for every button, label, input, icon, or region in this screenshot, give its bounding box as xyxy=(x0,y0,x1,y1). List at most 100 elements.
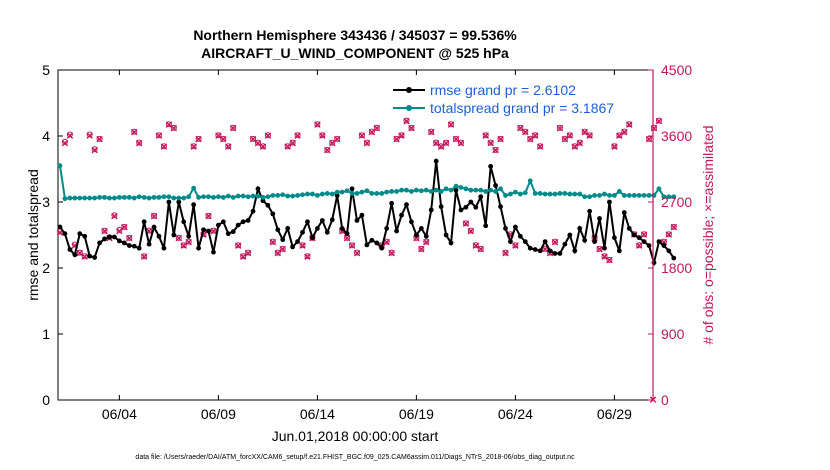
obs-assimilated-marker: × xyxy=(71,238,79,253)
series-point-1 xyxy=(280,192,286,198)
obs-possible-marker xyxy=(363,139,370,146)
series-lines xyxy=(57,158,677,267)
series-point-0 xyxy=(270,211,276,217)
series-point-1 xyxy=(438,189,444,194)
obs-possible-marker xyxy=(91,146,98,153)
series-point-1 xyxy=(621,193,627,198)
series-point-0 xyxy=(260,198,266,204)
obs-possible-marker xyxy=(487,139,494,146)
obs-assimilated-marker: × xyxy=(130,124,138,139)
series-point-1 xyxy=(602,191,607,197)
series-point-1 xyxy=(547,191,553,197)
obs-possible-marker xyxy=(66,131,73,138)
obs-assimilated-marker: × xyxy=(472,238,480,253)
obs-possible-marker xyxy=(433,139,440,146)
series-point-0 xyxy=(389,200,395,206)
series-point-1 xyxy=(220,194,226,200)
series-point-0 xyxy=(280,237,286,243)
series-point-0 xyxy=(636,235,642,241)
series-point-1 xyxy=(582,194,588,200)
obs-assimilated-marker: × xyxy=(220,132,228,147)
series-point-1 xyxy=(468,187,474,193)
obs-assimilated-marker: × xyxy=(254,135,262,150)
obs-assimilated-marker: × xyxy=(180,238,188,253)
series-point-1 xyxy=(458,185,464,190)
obs-possible-marker xyxy=(358,132,365,139)
obs-assimilated-marker: × xyxy=(467,223,475,238)
obs-possible-marker xyxy=(230,124,237,131)
series-point-0 xyxy=(369,237,375,243)
obs-assimilated-marker: × xyxy=(234,238,242,253)
series-point-1 xyxy=(62,196,68,202)
series-point-0 xyxy=(67,247,73,252)
y-right-tick-label: 4500 xyxy=(661,62,692,78)
series-point-1 xyxy=(557,191,563,196)
series-point-0 xyxy=(443,232,449,238)
series-point-0 xyxy=(215,222,221,228)
series-point-0 xyxy=(587,208,593,214)
series-point-0 xyxy=(176,199,182,205)
obs-assimilated-marker: × xyxy=(482,128,490,143)
y-right-tick-label: 0 xyxy=(661,392,669,408)
obs-assimilated-marker: × xyxy=(111,209,119,224)
series-point-1 xyxy=(201,194,206,200)
series-point-1 xyxy=(359,189,365,195)
series-point-0 xyxy=(517,233,523,239)
obs-possible-marker xyxy=(175,234,182,241)
obs-assimilated-marker: × xyxy=(190,139,198,154)
obs-assimilated-marker: × xyxy=(205,209,213,224)
obs-assimilated-marker: × xyxy=(521,124,529,139)
series-point-0 xyxy=(186,233,192,239)
obs-possible-marker xyxy=(497,135,504,142)
series-point-0 xyxy=(547,248,553,254)
series-point-0 xyxy=(255,186,261,192)
series-point-1 xyxy=(305,191,310,197)
obs-assimilated-marker: × xyxy=(333,132,341,147)
series-point-1 xyxy=(448,187,454,193)
legend: rmse grand pr = 2.6102 totalspread grand… xyxy=(393,82,614,116)
series-point-1 xyxy=(211,194,216,200)
obs-assimilated-marker: × xyxy=(175,231,183,246)
obs-possible-marker xyxy=(259,143,266,150)
series-point-0 xyxy=(146,241,152,247)
series-point-0 xyxy=(453,187,459,193)
series-point-0 xyxy=(413,232,419,238)
series-point-0 xyxy=(191,202,197,208)
series-point-1 xyxy=(592,193,597,198)
series-point-1 xyxy=(389,189,395,194)
obs-assimilated-marker: × xyxy=(294,128,302,143)
obs-possible-marker xyxy=(581,128,588,135)
series-point-1 xyxy=(379,191,385,196)
series-point-0 xyxy=(473,204,479,210)
obs-count-markers: ××××××××××××××××××××××××××××××××××××××××… xyxy=(56,113,678,407)
obs-possible-marker xyxy=(96,135,103,142)
obs-possible-marker xyxy=(586,132,593,139)
series-point-1 xyxy=(527,178,533,184)
series-point-0 xyxy=(384,226,390,231)
obs-assimilated-marker: × xyxy=(645,132,653,147)
obs-assimilated-marker: × xyxy=(135,135,143,150)
obs-assimilated-marker: × xyxy=(398,128,406,143)
series-point-1 xyxy=(344,188,350,194)
obs-assimilated-marker: × xyxy=(140,249,148,264)
obs-assimilated-marker: × xyxy=(427,124,435,139)
obs-assimilated-marker: × xyxy=(383,234,391,249)
series-point-0 xyxy=(433,158,439,164)
series-point-1 xyxy=(503,193,508,198)
obs-possible-marker xyxy=(448,121,455,128)
series-point-1 xyxy=(572,191,578,197)
obs-possible-marker xyxy=(284,143,291,150)
series-point-0 xyxy=(97,240,102,246)
obs-possible-marker xyxy=(373,124,380,131)
series-point-1 xyxy=(577,191,583,197)
obs-possible-marker xyxy=(403,117,410,124)
series-point-0 xyxy=(354,218,360,223)
obs-assimilated-marker: × xyxy=(96,132,104,147)
obs-assimilated-marker: × xyxy=(160,139,168,154)
series-point-0 xyxy=(463,204,469,210)
obs-assimilated-marker: × xyxy=(541,242,549,257)
series-point-1 xyxy=(671,194,677,200)
series-point-0 xyxy=(324,229,330,235)
series-point-1 xyxy=(87,195,93,201)
chart-subtitle: AIRCRAFT_U_WIND_COMPONENT @ 525 hPa xyxy=(201,45,509,61)
